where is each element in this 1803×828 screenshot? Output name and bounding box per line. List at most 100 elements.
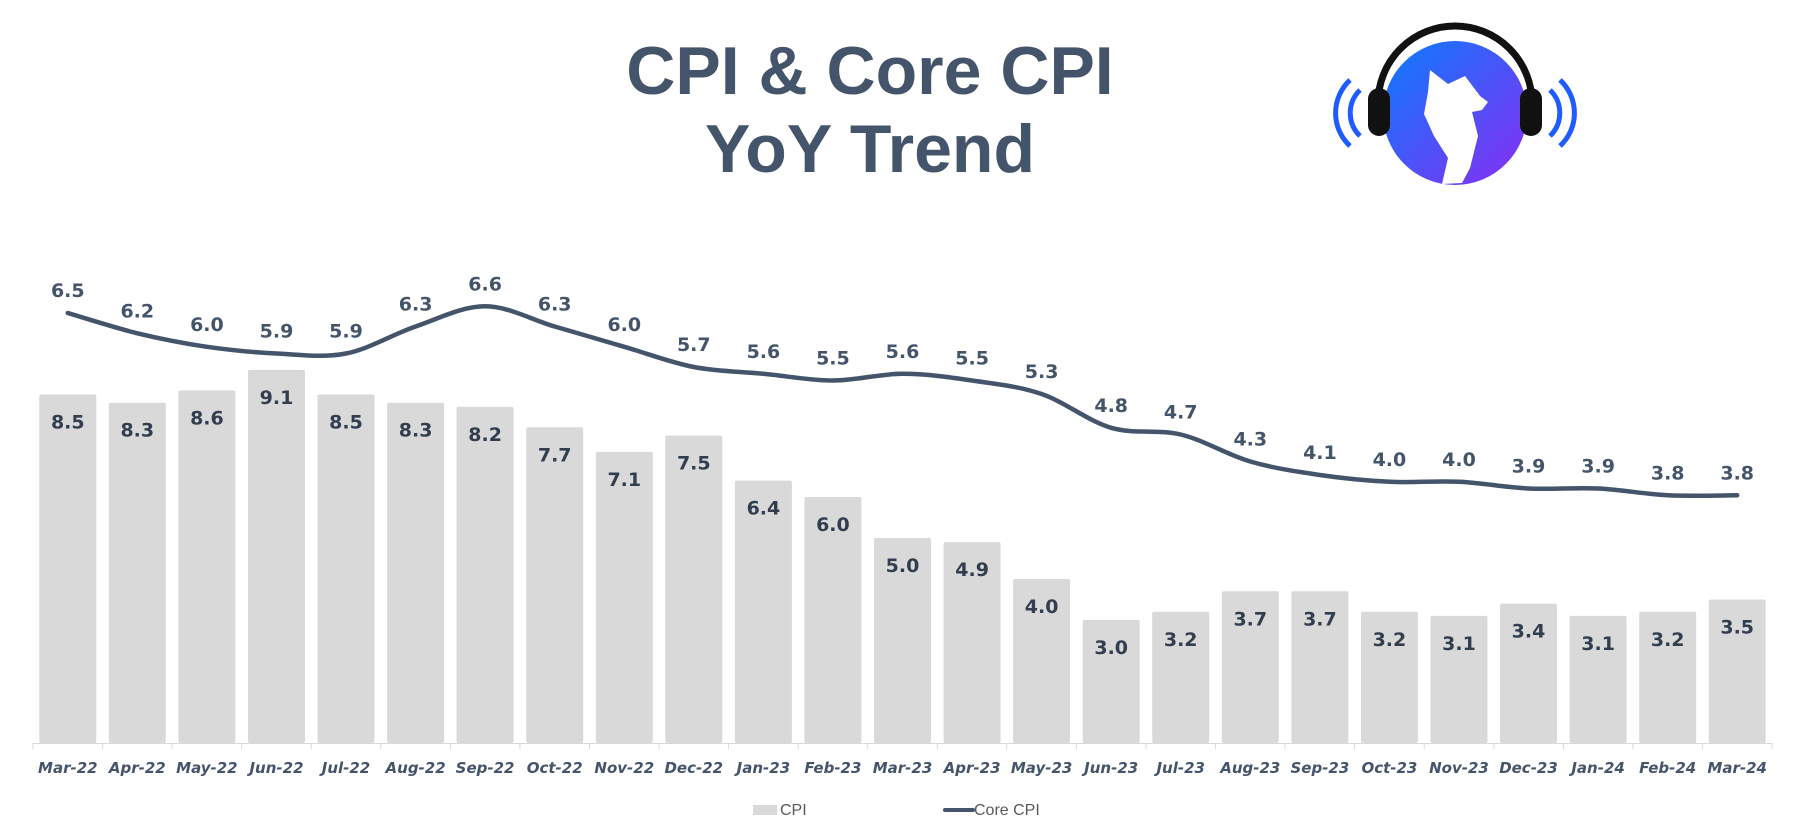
core-cpi-label: 4.3 [1233,429,1267,451]
cpi-bar [1360,611,1418,743]
x-tick-label: Nov-23 [1429,759,1489,777]
cpi-bar [526,427,584,743]
core-cpi-label: 5.7 [677,334,711,356]
cpi-bar [1152,611,1210,743]
cpi-bar-label: 3.2 [1651,629,1685,651]
cpi-bar-label: 3.7 [1233,608,1267,630]
cpi-bar [665,435,723,743]
cpi-bar [1430,615,1488,743]
core-cpi-label: 3.9 [1581,456,1615,478]
x-tick-label: Oct-23 [1361,759,1417,777]
cpi-bar [1708,599,1766,743]
cpi-bar-label: 6.0 [816,514,850,536]
cpi-bar-label: 8.5 [51,412,85,434]
cpi-bar [1082,620,1140,743]
core-cpi-label: 6.3 [538,294,572,316]
cpi-bar-label: 3.4 [1512,621,1546,643]
cpi-data-labels: 8.5 8.3 8.6 9.1 8.5 8.3 8.2 7.7 7.1 7.5 6.4 6.0 5.0 4… [51,387,1754,659]
core-cpi-label: 5.9 [260,321,294,343]
x-tick-label: Jan-23 [734,759,790,777]
cpi-bar-label: 7.5 [677,453,711,475]
core-cpi-label: 3.9 [1512,456,1546,478]
core-cpi-label: 5.6 [747,341,781,363]
legend: CPI Core CPI [753,802,1040,819]
core-cpi-label: 4.0 [1373,449,1407,471]
cpi-bar-label: 3.7 [1303,608,1337,630]
cpi-bar [734,480,792,743]
cpi-bar-label: 3.1 [1581,633,1615,655]
core-cpi-label: 6.0 [190,314,224,336]
x-tick-label: Jan-24 [1568,759,1624,777]
x-tick-label: Aug-23 [1219,759,1280,777]
x-tick-label: Nov-22 [594,759,654,777]
cpi-bar [943,542,1001,743]
cpi-bar [456,406,514,743]
cpi-bar-label: 4.0 [1025,596,1059,618]
x-tick-label: Jun-23 [1081,759,1138,777]
cpi-bar [387,402,445,743]
core-cpi-label: 5.5 [816,348,850,370]
cpi-bar-label: 8.3 [399,420,433,442]
core-cpi-label: 5.6 [886,341,920,363]
core-cpi-label: 4.0 [1442,449,1476,471]
core-cpi-label: 3.8 [1651,462,1685,484]
cpi-bar [1569,615,1627,743]
core-cpi-label: 4.7 [1164,402,1198,424]
core-cpi-data-labels: 6.5 6.2 6.0 5.9 5.9 6.3 6.6 6.3 6.0 5.7 5.6 5.5 5.6 5… [51,273,1754,484]
x-tick-label: Jun-22 [246,759,303,777]
core-cpi-label: 4.1 [1303,442,1337,464]
x-tick-label: Jul-23 [1153,759,1205,777]
legend-label-cpi: CPI [780,802,807,819]
cpi-bar-label: 3.2 [1164,629,1198,651]
cpi-bar [39,394,97,743]
x-tick-label: May-22 [176,759,237,777]
logo-ear-cups [1368,88,1542,136]
cpi-bar [248,369,305,743]
cpi-bars [39,369,1766,743]
x-tick-label: Jul-22 [319,759,371,777]
cpi-bar [108,402,166,743]
x-tick-label: Sep-23 [1290,759,1349,777]
cpi-bar-label: 8.3 [120,420,154,442]
x-tick-label: Mar-24 [1707,759,1767,777]
x-tick-label: Sep-22 [456,759,515,777]
x-tick-label: Aug-22 [385,759,446,777]
cpi-bar-label: 3.0 [1094,637,1128,659]
cpi-bar-label: 4.9 [955,559,989,581]
x-axis-ticks: Mar-22 Apr-22 May-22 Jun-22 Jul-22 Aug-22 Sep-… [32,743,1773,777]
core-cpi-label: 6.0 [607,314,641,336]
cpi-bar-label: 8.2 [468,424,502,446]
cpi-bar [1500,603,1557,743]
logo-sound-waves [1333,78,1577,148]
cpi-bar-label: 9.1 [260,387,294,409]
core-cpi-label: 3.8 [1720,462,1754,484]
core-cpi-series [65,304,1740,499]
x-tick-label: May-23 [1011,759,1072,777]
chart-title-line-1: CPI & Core CPI [626,33,1114,109]
howling-wolf-headphones-logo-icon [1333,22,1577,185]
x-tick-label: Feb-23 [804,759,861,777]
cpi-bar-label: 3.5 [1720,617,1754,639]
x-tick-label: Dec-22 [664,759,723,777]
core-cpi-label: 6.2 [120,300,154,322]
cpi-bar-label: 3.1 [1442,633,1476,655]
cpi-bar [1291,591,1349,743]
cpi-bar-label: 5.0 [886,555,920,577]
x-tick-label: Apr-23 [943,759,1001,777]
legend-label-core-cpi: Core CPI [974,802,1040,819]
cpi-bar-label: 6.4 [747,498,781,520]
cpi-bar [178,390,236,743]
x-tick-label: Dec-23 [1499,759,1558,777]
cpi-bar [1221,591,1279,743]
cpi-bar [804,497,862,743]
core-cpi-label: 5.9 [329,321,363,343]
chart-title-line-2: YoY Trend [704,111,1035,187]
chart-title: CPI & Core CPI YoY Trend [560,32,1180,188]
cpi-bar [1013,579,1071,743]
core-cpi-label: 5.3 [1025,361,1059,383]
x-tick-label: Oct-22 [527,759,583,777]
cpi-bar-label: 7.7 [538,444,572,466]
core-cpi-label: 5.5 [955,348,989,370]
cpi-bar-label: 8.6 [190,407,224,429]
